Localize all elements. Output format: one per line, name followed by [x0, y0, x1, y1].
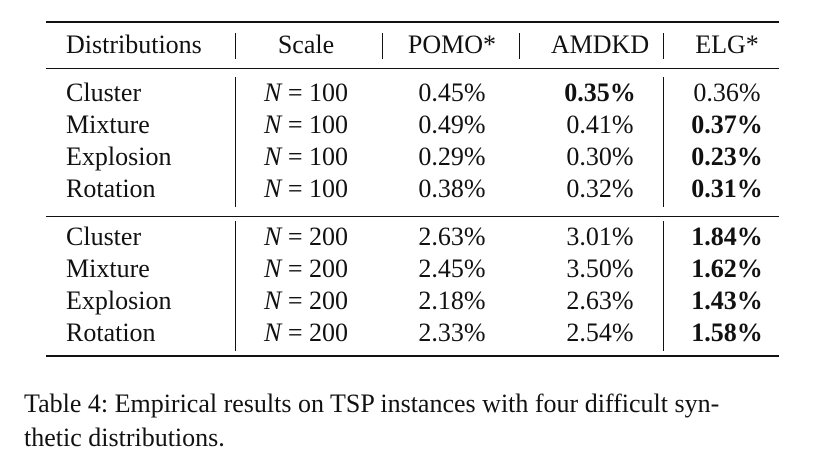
- table-row: Mixture N = 100 0.49% 0.41% 0.37%: [46, 109, 779, 141]
- header-distributions: Distributions: [66, 30, 202, 59]
- pomo-cell: 2.63%: [418, 222, 486, 251]
- scale-variable: N: [263, 174, 282, 203]
- col-separator: [663, 33, 664, 59]
- scale-value: = 100: [281, 110, 348, 139]
- scale-variable: N: [263, 222, 282, 251]
- amdkd-cell: 3.50%: [566, 254, 634, 283]
- header-pomo: POMO*: [407, 30, 497, 59]
- table-row: Rotation N = 200 2.33% 2.54% 1.58%: [46, 317, 779, 349]
- scale-value: = 200: [281, 318, 348, 347]
- scale-value: = 100: [281, 78, 348, 107]
- elg-cell: 1.62%: [691, 254, 763, 283]
- col-separator: [663, 77, 664, 207]
- amdkd-cell: 0.41%: [566, 110, 634, 139]
- elg-cell: 0.31%: [691, 174, 763, 203]
- table-row: Mixture N = 200 2.45% 3.50% 1.62%: [46, 253, 779, 285]
- elg-cell: 0.37%: [691, 110, 763, 139]
- elg-cell: 1.58%: [691, 318, 763, 347]
- elg-cell: 1.43%: [691, 286, 763, 315]
- scale-cell: N = 200: [236, 253, 376, 285]
- amdkd-cell: 0.32%: [566, 174, 634, 203]
- scale-cell: N = 200: [236, 221, 376, 253]
- col-separator: [519, 33, 520, 59]
- col-separator: [235, 33, 236, 59]
- scale-cell: N = 100: [236, 77, 376, 109]
- table-row: Cluster N = 200 2.63% 3.01% 1.84%: [46, 221, 779, 253]
- elg-cell: 1.84%: [691, 222, 763, 251]
- elg-cell: 0.23%: [691, 142, 763, 171]
- caption-line: thetic distributions.: [24, 423, 225, 452]
- col-separator: [235, 221, 236, 351]
- scale-value: = 200: [281, 254, 348, 283]
- scale-variable: N: [263, 254, 282, 283]
- distribution-cell: Mixture: [66, 110, 150, 139]
- col-separator: [235, 77, 236, 207]
- scale-variable: N: [263, 78, 282, 107]
- table-caption: Table 4: Empirical results on TSP instan…: [24, 387, 804, 455]
- amdkd-cell: 2.54%: [566, 318, 634, 347]
- distribution-cell: Cluster: [66, 78, 142, 107]
- pomo-cell: 2.45%: [418, 254, 486, 283]
- distribution-cell: Rotation: [66, 318, 156, 347]
- scale-cell: N = 100: [236, 141, 376, 173]
- bottom-rule: [46, 355, 779, 357]
- scale-value: = 100: [281, 142, 348, 171]
- scale-cell: N = 100: [236, 109, 376, 141]
- amdkd-cell: 3.01%: [566, 222, 634, 251]
- group-rule: [46, 216, 779, 217]
- scale-variable: N: [263, 286, 282, 315]
- header-amdkd: AMDKD: [550, 30, 650, 59]
- amdkd-cell: 2.63%: [566, 286, 634, 315]
- table-row: Cluster N = 100 0.45% 0.35% 0.36%: [46, 77, 779, 109]
- distribution-cell: Cluster: [66, 222, 142, 251]
- scale-cell: N = 100: [236, 173, 376, 205]
- scale-value: = 200: [281, 286, 348, 315]
- scale-variable: N: [263, 110, 282, 139]
- pomo-cell: 2.33%: [418, 318, 486, 347]
- pomo-cell: 0.29%: [418, 142, 486, 171]
- header-elg: ELG*: [695, 30, 759, 59]
- top-rule: [46, 21, 779, 23]
- pomo-cell: 0.49%: [418, 110, 486, 139]
- scale-variable: N: [263, 318, 282, 347]
- pomo-cell: 2.18%: [418, 286, 486, 315]
- table-row: Explosion N = 200 2.18% 2.63% 1.43%: [46, 285, 779, 317]
- distribution-cell: Mixture: [66, 254, 150, 283]
- distribution-cell: Rotation: [66, 174, 156, 203]
- header-row: Distributions Scale POMO* AMDKD ELG*: [46, 29, 779, 61]
- scale-variable: N: [263, 142, 282, 171]
- scale-value: = 100: [281, 174, 348, 203]
- elg-cell: 0.36%: [693, 78, 761, 107]
- amdkd-cell: 0.30%: [566, 142, 634, 171]
- scale-value: = 200: [281, 222, 348, 251]
- col-separator: [663, 221, 664, 351]
- scale-cell: N = 200: [236, 317, 376, 349]
- table-row: Explosion N = 100 0.29% 0.30% 0.23%: [46, 141, 779, 173]
- pomo-cell: 0.38%: [418, 174, 486, 203]
- distribution-cell: Explosion: [66, 142, 172, 171]
- amdkd-cell: 0.35%: [564, 78, 636, 107]
- caption-line: Table 4: Empirical results on TSP instan…: [24, 389, 720, 418]
- table-row: Rotation N = 100 0.38% 0.32% 0.31%: [46, 173, 779, 205]
- header-rule: [46, 68, 779, 69]
- col-separator: [382, 33, 383, 59]
- header-scale: Scale: [277, 30, 335, 59]
- distribution-cell: Explosion: [66, 286, 172, 315]
- scale-cell: N = 200: [236, 285, 376, 317]
- pomo-cell: 0.45%: [418, 78, 486, 107]
